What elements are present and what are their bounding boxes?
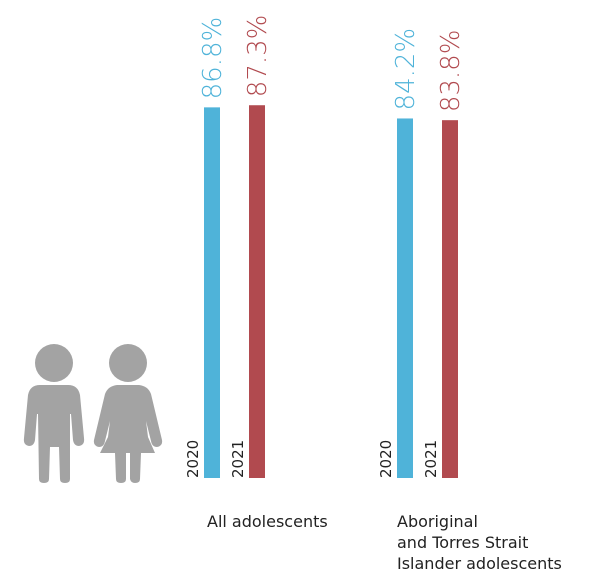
bar-2021-aboriginal bbox=[442, 120, 458, 478]
year-label-2021-all: 2021 bbox=[229, 440, 247, 478]
year-label-2020-all: 2020 bbox=[184, 440, 202, 478]
category-label-all-line-1: All adolescents bbox=[207, 512, 328, 531]
girl-head bbox=[109, 344, 147, 382]
value-label-2020-all: 86.8% bbox=[198, 17, 228, 100]
value-label-2021-aboriginal: 83.8% bbox=[436, 30, 466, 113]
labels-layer: 86.8% 2020 84.2% 2020 87.3% 2021 83.8% 2021 All … bbox=[184, 15, 562, 573]
bars-layer bbox=[204, 105, 458, 478]
boy-head bbox=[35, 344, 73, 382]
boy-and-girl-icon bbox=[23, 344, 163, 483]
category-label-aboriginal-line-1: Aboriginal bbox=[397, 512, 478, 531]
bar-2020-all bbox=[204, 107, 220, 478]
bar-2020-aboriginal bbox=[397, 118, 413, 478]
boy-body bbox=[23, 385, 85, 483]
value-label-2021-all: 87.3% bbox=[243, 15, 273, 98]
value-label-2020-aboriginal: 84.2% bbox=[391, 28, 421, 111]
year-label-2020-aboriginal: 2020 bbox=[377, 440, 395, 478]
girl-body bbox=[93, 385, 163, 483]
bar-2021-all bbox=[249, 105, 265, 478]
category-label-aboriginal-line-3: Islander adolescents bbox=[397, 554, 562, 573]
year-label-2021-aboriginal: 2021 bbox=[422, 440, 440, 478]
category-label-aboriginal-line-2: and Torres Strait bbox=[397, 533, 528, 552]
